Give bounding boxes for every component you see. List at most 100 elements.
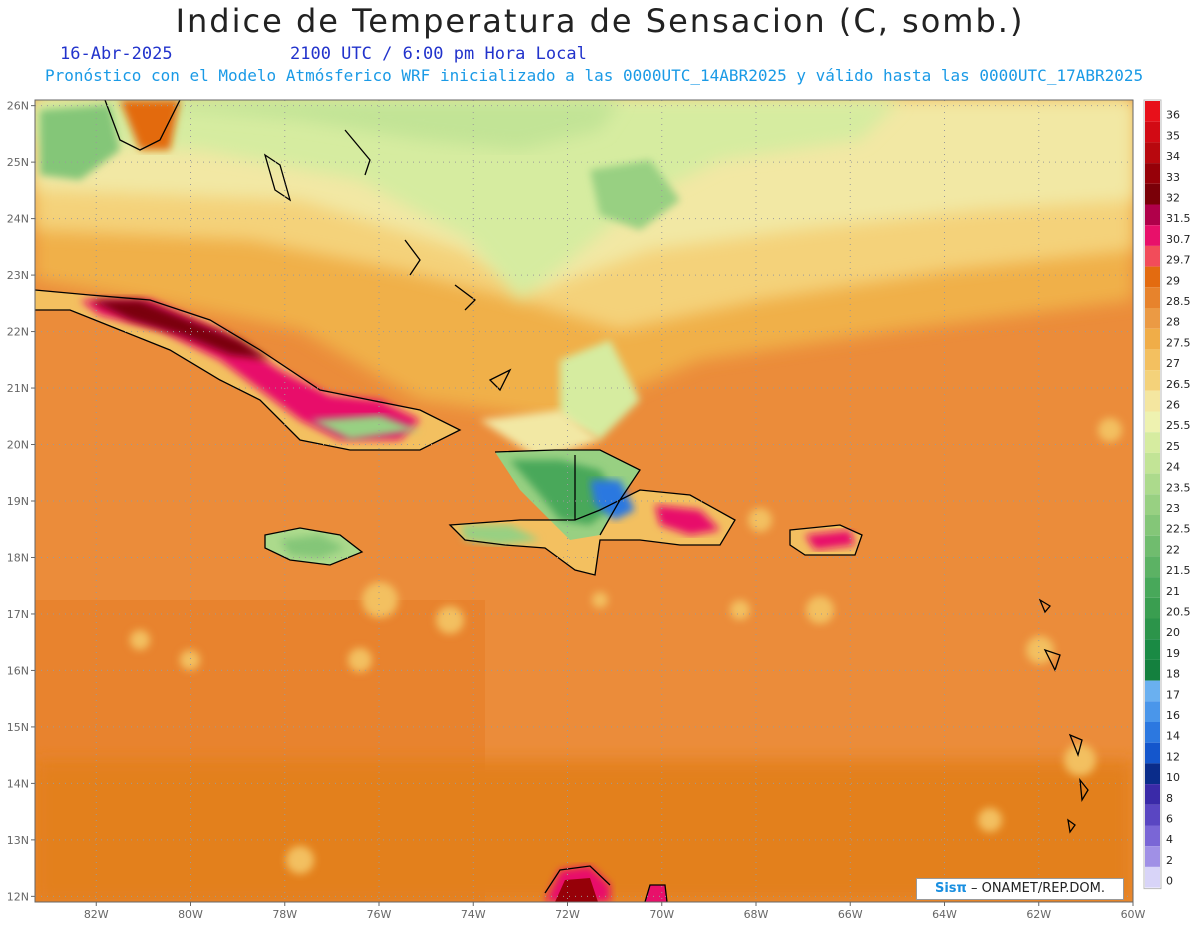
- legend-level-label: 29.7: [1166, 254, 1191, 267]
- credit-box: Sisπ – ONAMET/REP.DOM.: [916, 878, 1124, 900]
- legend-level-label: 12: [1166, 750, 1180, 763]
- legend-level-label: 16: [1166, 709, 1180, 722]
- lat-tick-label: 21N: [7, 382, 29, 395]
- legend-level-label: 20: [1166, 626, 1180, 639]
- lat-tick-label: 24N: [7, 213, 29, 226]
- legend-swatch: [1145, 225, 1160, 246]
- legend-level-label: 0: [1166, 875, 1173, 888]
- legend-level-label: 30.7: [1166, 233, 1191, 246]
- lon-tick-label: 60W: [1121, 908, 1146, 921]
- legend-level-label: 4: [1166, 833, 1173, 846]
- legend-swatch: [1145, 804, 1160, 826]
- legend-level-label: 26.5: [1166, 378, 1191, 391]
- legend-swatch: [1145, 701, 1160, 722]
- legend-swatch: [1145, 432, 1160, 453]
- legend-level-label: 22: [1166, 543, 1180, 556]
- legend-level-label: 28: [1166, 316, 1180, 329]
- latitude-labels: 12N 13N 14N 15N 16N 17N 18N 19N 20N 21N 22N 23N 24N 2…: [7, 100, 35, 903]
- color-legend: 363534333231.530.729.72928.52827.52726.5…: [1143, 99, 1191, 890]
- legend-swatch: [1145, 452, 1160, 474]
- lat-tick-label: 17N: [7, 608, 29, 621]
- forecast-date: 16-Abr-2025: [60, 44, 173, 64]
- lon-tick-label: 68W: [744, 908, 769, 921]
- legend-swatch: [1145, 204, 1160, 226]
- lat-tick-label: 14N: [7, 777, 29, 790]
- lat-tick-label: 26N: [7, 100, 29, 113]
- lat-tick-label: 23N: [7, 269, 29, 282]
- legend-level-label: 18: [1166, 668, 1180, 681]
- legend-level-label: 34: [1166, 150, 1180, 163]
- legend-swatch: [1145, 121, 1160, 143]
- lat-tick-label: 22N: [7, 326, 29, 339]
- lat-tick-label: 15N: [7, 721, 29, 734]
- lon-tick-label: 78W: [272, 908, 297, 921]
- legend-swatch: [1145, 825, 1160, 847]
- legend-level-label: 6: [1166, 813, 1173, 826]
- legend-level-label: 23: [1166, 502, 1180, 515]
- lon-tick-label: 72W: [555, 908, 580, 921]
- legend-swatch: [1145, 722, 1160, 743]
- legend-level-label: 21.5: [1166, 564, 1191, 577]
- lon-tick-label: 62W: [1026, 908, 1051, 921]
- legend-swatch: [1145, 473, 1160, 495]
- legend-level-label: 21: [1166, 585, 1180, 598]
- lon-tick-label: 82W: [84, 908, 109, 921]
- legend-swatch: [1145, 659, 1160, 681]
- legend-swatch: [1145, 742, 1160, 764]
- legend-swatch: [1145, 784, 1160, 805]
- legend-level-label: 36: [1166, 109, 1180, 122]
- legend-level-label: 8: [1166, 792, 1173, 805]
- lon-tick-label: 70W: [649, 908, 674, 921]
- legend-level-label: 20.5: [1166, 606, 1191, 619]
- legend-level-label: 19: [1166, 647, 1180, 660]
- legend-swatch: [1145, 287, 1160, 308]
- legend-level-label: 25.5: [1166, 419, 1191, 432]
- legend-level-label: 27.5: [1166, 336, 1191, 349]
- legend-level-label: 33: [1166, 171, 1180, 184]
- lat-tick-label: 16N: [7, 664, 29, 677]
- legend-level-label: 22.5: [1166, 523, 1191, 536]
- temperature-field: [35, 100, 1133, 902]
- forecast-time: 2100 UTC / 6:00 pm Hora Local: [290, 44, 587, 64]
- legend-level-label: 10: [1166, 771, 1180, 784]
- legend-swatch: [1145, 680, 1160, 702]
- lat-tick-label: 25N: [7, 156, 29, 169]
- legend-level-label: 35: [1166, 129, 1180, 142]
- legend-swatch: [1145, 370, 1160, 391]
- legend-swatch: [1145, 494, 1160, 515]
- legend-level-label: 23.5: [1166, 481, 1191, 494]
- legend-swatch: [1145, 866, 1160, 888]
- lon-tick-label: 76W: [367, 908, 392, 921]
- legend-level-label: 27: [1166, 357, 1180, 370]
- longitude-labels: 82W 80W 78W 76W 74W 72W 70W 68W 66W 64W 62W 60W: [84, 902, 1146, 921]
- legend-swatch: [1145, 556, 1160, 578]
- legend-level-label: 14: [1166, 730, 1180, 743]
- lat-tick-label: 20N: [7, 439, 29, 452]
- legend-level-label: 17: [1166, 688, 1180, 701]
- legend-level-label: 29: [1166, 274, 1180, 287]
- credit-text: – ONAMET/REP.DOM.: [970, 881, 1105, 896]
- lon-tick-label: 74W: [461, 908, 486, 921]
- legend-level-label: 24: [1166, 461, 1180, 474]
- legend-level-label: 25: [1166, 440, 1180, 453]
- legend-swatch: [1145, 846, 1160, 867]
- legend-swatch: [1145, 597, 1160, 619]
- legend-swatch: [1145, 245, 1160, 267]
- legend-swatch: [1145, 639, 1160, 660]
- lat-tick-label: 12N: [7, 890, 29, 903]
- legend-swatch: [1145, 308, 1160, 329]
- legend-swatch: [1145, 349, 1160, 371]
- legend-level-label: 26: [1166, 399, 1180, 412]
- map-title: Indice de Temperatura de Sensacion (C, s…: [175, 2, 1025, 40]
- sispi-logo: Sisπ: [934, 881, 967, 896]
- lat-tick-label: 13N: [7, 834, 29, 847]
- legend-swatch: [1145, 390, 1160, 412]
- legend-level-label: 31.5: [1166, 212, 1191, 225]
- lon-tick-label: 64W: [932, 908, 957, 921]
- lon-tick-label: 66W: [838, 908, 863, 921]
- legend-level-label: 28.5: [1166, 295, 1191, 308]
- legend-swatch: [1145, 577, 1160, 598]
- legend-swatch: [1145, 163, 1160, 184]
- lat-tick-label: 18N: [7, 551, 29, 564]
- legend-swatch: [1145, 328, 1160, 350]
